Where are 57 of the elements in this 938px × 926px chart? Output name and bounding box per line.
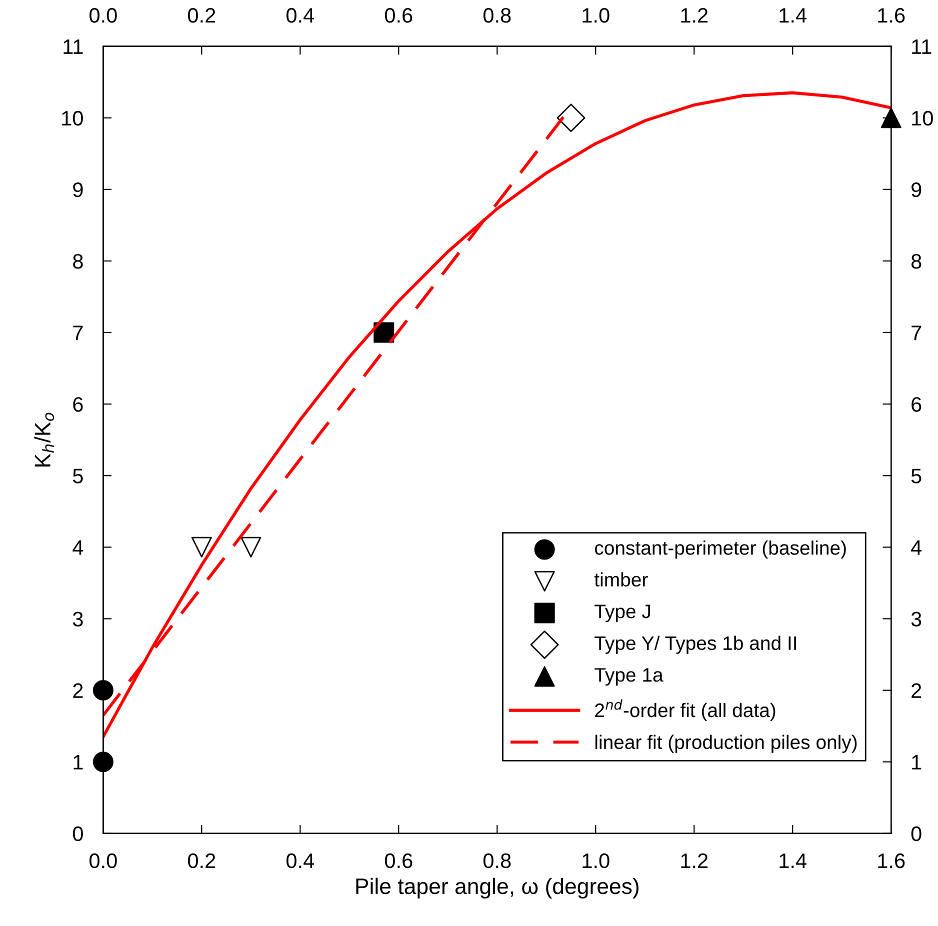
y-tick-label: 1 [74, 755, 83, 770]
x2-tick-label: 0.6 [384, 8, 412, 23]
y-tick-label: 7 [73, 326, 83, 340]
y2-tick-label: 2 [912, 683, 922, 698]
x-tick-label: 0.0 [90, 853, 117, 868]
point [191, 536, 212, 558]
y2-tick-label: 10 [912, 110, 933, 126]
x2-tick-label: 1.2 [681, 8, 708, 23]
x2-tick-label: 1.0 [582, 8, 610, 23]
y-tick-label: 5 [72, 468, 83, 484]
y-tick-label: 4 [72, 540, 84, 555]
legend-label: Type Y/ Types 1b and II [594, 636, 796, 654]
y-tick-label: 3 [72, 612, 83, 626]
x2-tick-label: 0.8 [483, 8, 511, 23]
x2-tick-label: 0.4 [286, 8, 314, 23]
x2-tick-label: 1.4 [780, 8, 806, 23]
legend-label: Type 1a [594, 668, 664, 686]
y2-tick-label: 5 [911, 468, 922, 484]
y-tick-label: 10 [62, 110, 83, 126]
x-tick-label: 1.0 [582, 853, 610, 868]
x-tick-label: 1.2 [681, 853, 708, 868]
y2-tick-label: 7 [912, 326, 922, 340]
y-tick-label: 2 [73, 683, 83, 698]
legend-label: linear fit (production piles only) [595, 734, 857, 753]
y2-tick-label: 11 [912, 40, 932, 54]
y2-tick-label: 6 [912, 397, 922, 412]
x-tick-label: 0.6 [384, 853, 412, 868]
point [556, 104, 586, 132]
point [240, 536, 262, 558]
x-axis-title: Pile taper angle, ω (degrees) [356, 878, 638, 899]
y-axis-title: K$_{h}$/K$_{o}$ [34, 412, 54, 466]
x-tick-label: 1.4 [780, 854, 806, 868]
y2-tick-label: 3 [911, 612, 922, 626]
x-tick-label: 0.4 [286, 853, 314, 868]
x-tick-label: 0.8 [483, 853, 511, 868]
legend-label: constant-perimeter (baseline) [594, 540, 846, 559]
y-tick-label: 9 [73, 182, 83, 198]
point [92, 680, 114, 701]
x2-tick-label: 0.2 [188, 8, 216, 23]
y2-tick-label: 9 [912, 182, 922, 198]
legend-label: 2$^{nd}$-order fit (all data) [595, 699, 776, 722]
x-tick-label: 1.6 [878, 853, 905, 868]
point [880, 108, 902, 128]
point [92, 752, 114, 772]
y2-tick-label: 1 [912, 755, 922, 770]
legend-label: Type J [594, 604, 650, 622]
x-tick-label: 0.2 [188, 853, 216, 868]
x2-tick-label: 1.6 [878, 8, 905, 23]
y-tick-label: 11 [64, 40, 83, 54]
legend-label: timber [594, 572, 648, 587]
y-tick-label: 6 [73, 397, 83, 412]
x2-tick-label: 0.0 [90, 8, 117, 23]
y2-tick-label: 8 [911, 254, 922, 269]
y-tick-label: 0 [72, 826, 83, 842]
y-tick-label: 8 [73, 254, 83, 269]
y2-tick-label: 0 [911, 826, 922, 842]
y2-tick-label: 4 [911, 540, 922, 555]
